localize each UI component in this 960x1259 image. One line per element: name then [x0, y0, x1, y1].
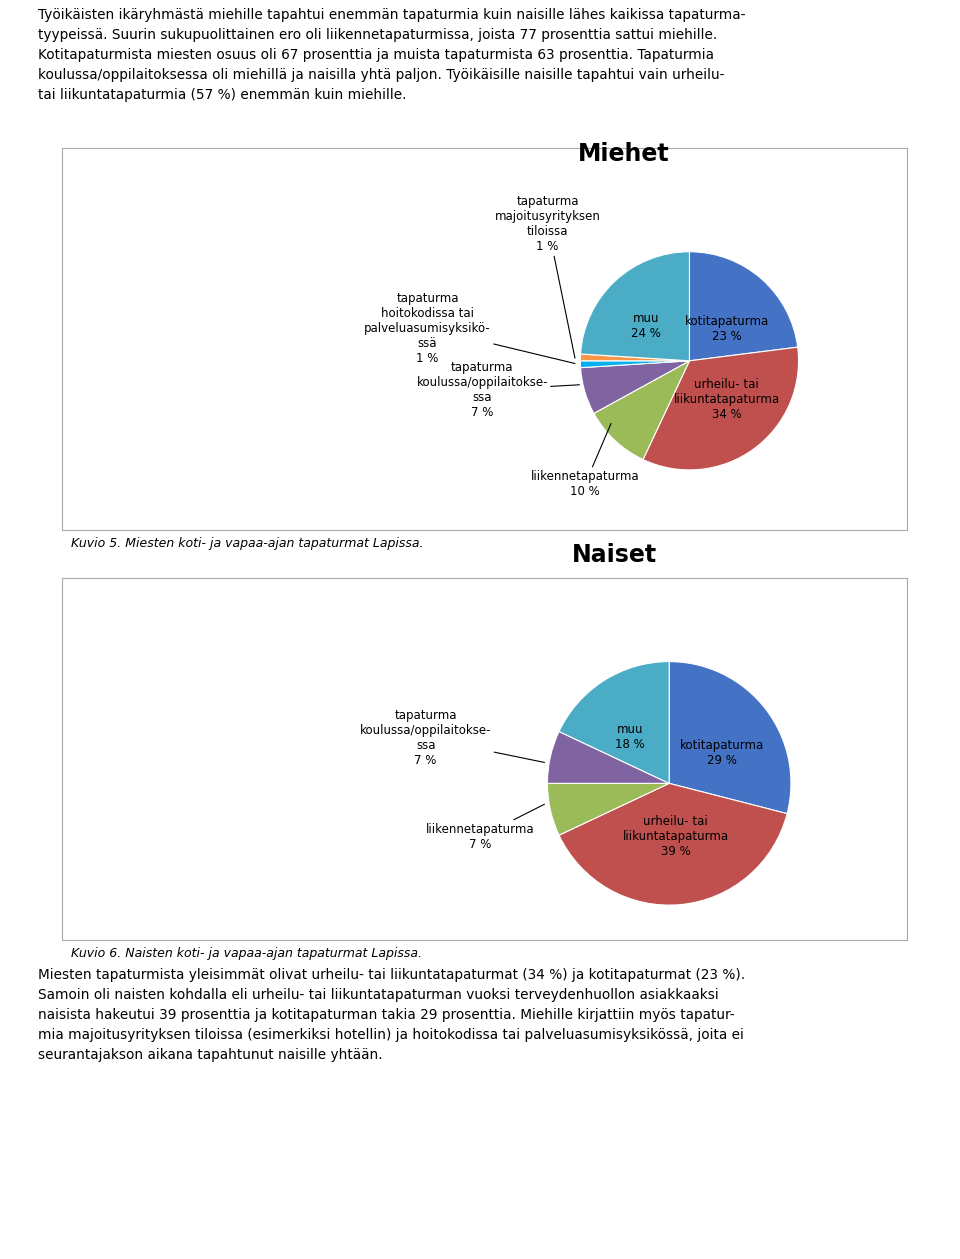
Wedge shape	[559, 661, 669, 783]
Text: Kuvio 5. Miesten koti- ja vapaa-ajan tapaturmat Lapissa.: Kuvio 5. Miesten koti- ja vapaa-ajan tap…	[71, 538, 423, 550]
Wedge shape	[581, 252, 689, 361]
Text: liikennetapaturma
7 %: liikennetapaturma 7 %	[426, 805, 544, 851]
Title: Miehet: Miehet	[578, 141, 670, 166]
Text: Kuvio 6. Naisten koti- ja vapaa-ajan tapaturmat Lapissa.: Kuvio 6. Naisten koti- ja vapaa-ajan tap…	[71, 947, 421, 959]
Text: urheilu- tai
liikuntatapaturma
34 %: urheilu- tai liikuntatapaturma 34 %	[674, 378, 780, 421]
Text: liikennetapaturma
10 %: liikennetapaturma 10 %	[531, 423, 639, 497]
Title: Naiset: Naiset	[572, 543, 657, 567]
Text: Työikäisten ikäryhmästä miehille tapahtui enemmän tapaturmia kuin naisille lähes: Työikäisten ikäryhmästä miehille tapahtu…	[38, 8, 746, 102]
Text: tapaturma
koulussa/oppilaitokse-
ssa
7 %: tapaturma koulussa/oppilaitokse- ssa 7 %	[360, 709, 544, 767]
Text: tapaturma
hoitokodissa tai
palveluasumisyksikö-
ssä
1 %: tapaturma hoitokodissa tai palveluasumis…	[364, 292, 575, 365]
Text: urheilu- tai
liikuntatapaturma
39 %: urheilu- tai liikuntatapaturma 39 %	[623, 815, 729, 857]
Text: Miesten tapaturmista yleisimmät olivat urheilu- tai liikuntatapaturmat (34 %) ja: Miesten tapaturmista yleisimmät olivat u…	[38, 968, 746, 1063]
Wedge shape	[594, 361, 689, 460]
Text: kotitapaturma
23 %: kotitapaturma 23 %	[684, 315, 769, 342]
Text: 12   Lapin aluehallintovirasto  |  Lapin koti- ja vapaa-ajan tapaturmat: 12 Lapin aluehallintovirasto | Lapin kot…	[38, 1222, 517, 1238]
Text: muu
18 %: muu 18 %	[615, 723, 645, 752]
Wedge shape	[547, 783, 669, 835]
Text: kotitapaturma
29 %: kotitapaturma 29 %	[680, 739, 764, 767]
Text: tapaturma
majoitusyrityksen
tiloissa
1 %: tapaturma majoitusyrityksen tiloissa 1 %	[494, 195, 601, 358]
Wedge shape	[581, 361, 689, 368]
Wedge shape	[581, 354, 689, 361]
Wedge shape	[643, 347, 799, 470]
Wedge shape	[689, 252, 798, 361]
Wedge shape	[669, 661, 791, 813]
Text: tapaturma
koulussa/oppilaitokse-
ssa
7 %: tapaturma koulussa/oppilaitokse- ssa 7 %	[417, 361, 580, 419]
Wedge shape	[547, 731, 669, 783]
Wedge shape	[559, 783, 787, 905]
Wedge shape	[581, 361, 689, 413]
Text: muu
24 %: muu 24 %	[632, 312, 661, 340]
